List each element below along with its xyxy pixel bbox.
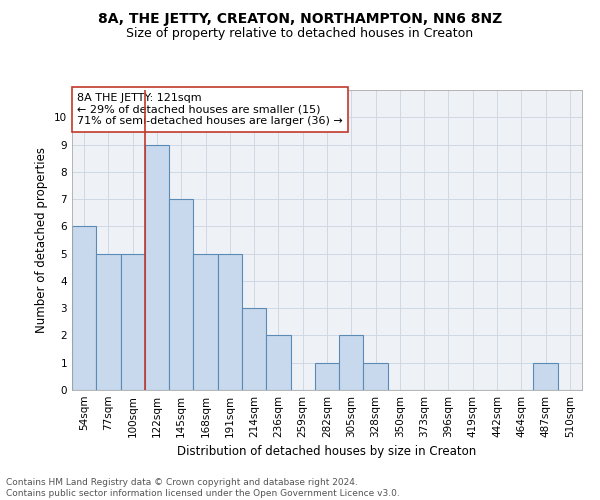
Bar (364, 362, 388, 390)
Bar (315, 362, 339, 390)
Bar (145, 144, 169, 390)
Bar (121, 254, 145, 390)
Text: 8A, THE JETTY, CREATON, NORTHAMPTON, NN6 8NZ: 8A, THE JETTY, CREATON, NORTHAMPTON, NN6… (98, 12, 502, 26)
Bar (218, 254, 242, 390)
Bar (242, 308, 266, 390)
Bar (533, 362, 558, 390)
Bar (96, 254, 121, 390)
Bar (266, 336, 290, 390)
Text: Contains HM Land Registry data © Crown copyright and database right 2024.
Contai: Contains HM Land Registry data © Crown c… (6, 478, 400, 498)
Bar (193, 254, 218, 390)
Text: 8A THE JETTY: 121sqm
← 29% of detached houses are smaller (15)
71% of semi-detac: 8A THE JETTY: 121sqm ← 29% of detached h… (77, 93, 343, 126)
Bar (72, 226, 96, 390)
X-axis label: Distribution of detached houses by size in Creaton: Distribution of detached houses by size … (178, 446, 476, 458)
Text: Size of property relative to detached houses in Creaton: Size of property relative to detached ho… (127, 28, 473, 40)
Bar (339, 336, 364, 390)
Bar (169, 199, 193, 390)
Y-axis label: Number of detached properties: Number of detached properties (35, 147, 49, 333)
